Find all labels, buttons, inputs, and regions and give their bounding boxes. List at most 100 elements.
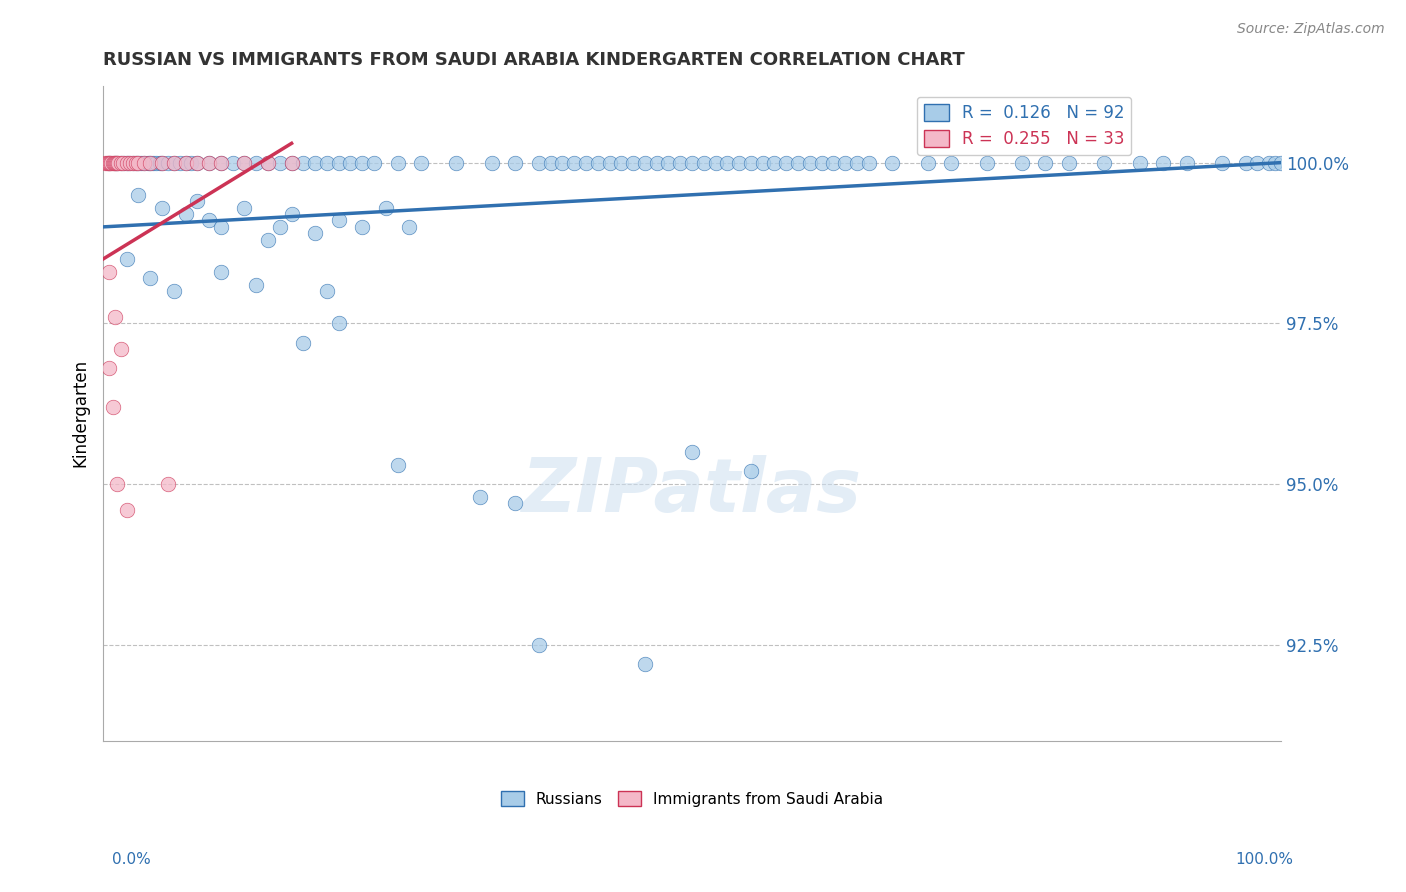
Point [149,155,172,169]
Point [352,219,374,234]
Point [882,155,904,169]
Point [339,155,361,169]
Point [112,155,135,169]
Point [621,155,644,169]
Point [96,155,118,169]
Point [169,155,191,169]
Point [599,155,621,169]
Point [174,155,197,169]
Point [316,284,339,298]
Point [180,155,202,169]
Point [104,155,127,169]
Point [209,265,232,279]
Point [134,155,156,169]
Point [136,155,159,169]
Point [740,464,762,478]
Text: 0.0%: 0.0% [112,852,152,867]
Point [186,155,208,169]
Point [316,155,339,169]
Point [398,219,420,234]
Point [94,155,117,169]
Point [527,638,550,652]
Point [446,155,468,169]
Text: Source: ZipAtlas.com: Source: ZipAtlas.com [1237,22,1385,37]
Point [257,155,280,169]
Point [112,155,135,169]
Point [763,155,786,169]
Point [374,201,396,215]
Point [115,155,138,169]
Point [787,155,810,169]
Point [100,155,122,169]
Point [527,155,550,169]
Point [586,155,609,169]
Legend: Russians, Immigrants from Saudi Arabia: Russians, Immigrants from Saudi Arabia [495,785,890,813]
Point [150,155,173,169]
Point [657,155,679,169]
Point [104,155,127,169]
Point [728,155,751,169]
Point [221,155,243,169]
Point [121,155,143,169]
Point [1246,155,1268,169]
Text: RUSSIAN VS IMMIGRANTS FROM SAUDI ARABIA KINDERGARTEN CORRELATION CHART: RUSSIAN VS IMMIGRANTS FROM SAUDI ARABIA … [103,51,965,69]
Point [823,155,845,169]
Point [127,155,149,169]
Point [834,155,856,169]
Point [858,155,880,169]
Point [98,155,121,169]
Point [775,155,797,169]
Point [387,155,409,169]
Point [280,155,302,169]
Point [681,155,703,169]
Point [634,155,657,169]
Point [505,155,527,169]
Point [1092,155,1115,169]
Point [693,155,716,169]
Point [304,227,326,241]
Point [1011,155,1033,169]
Point [468,490,491,504]
Point [505,496,527,510]
Point [142,155,165,169]
Point [292,335,315,350]
Point [150,155,173,169]
Point [156,476,179,491]
Point [101,155,124,169]
Point [127,187,149,202]
Point [115,502,138,516]
Point [845,155,868,169]
Point [233,155,256,169]
Point [115,155,138,169]
Y-axis label: Kindergarten: Kindergarten [72,359,89,467]
Point [645,155,668,169]
Point [163,155,186,169]
Point [1129,155,1152,169]
Point [107,155,129,169]
Point [1035,155,1057,169]
Point [105,155,128,169]
Point [269,219,291,234]
Text: 100.0%: 100.0% [1236,852,1294,867]
Point [976,155,998,169]
Point [304,155,326,169]
Point [1175,155,1198,169]
Point [121,155,143,169]
Point [233,155,256,169]
Point [163,155,186,169]
Point [328,155,350,169]
Point [134,155,156,169]
Point [1234,155,1257,169]
Point [139,271,162,285]
Point [209,155,232,169]
Point [917,155,939,169]
Point [110,155,132,169]
Point [101,400,124,414]
Point [104,310,127,324]
Point [174,207,197,221]
Point [363,155,385,169]
Point [118,155,141,169]
Point [139,155,162,169]
Point [163,284,186,298]
Point [105,476,128,491]
